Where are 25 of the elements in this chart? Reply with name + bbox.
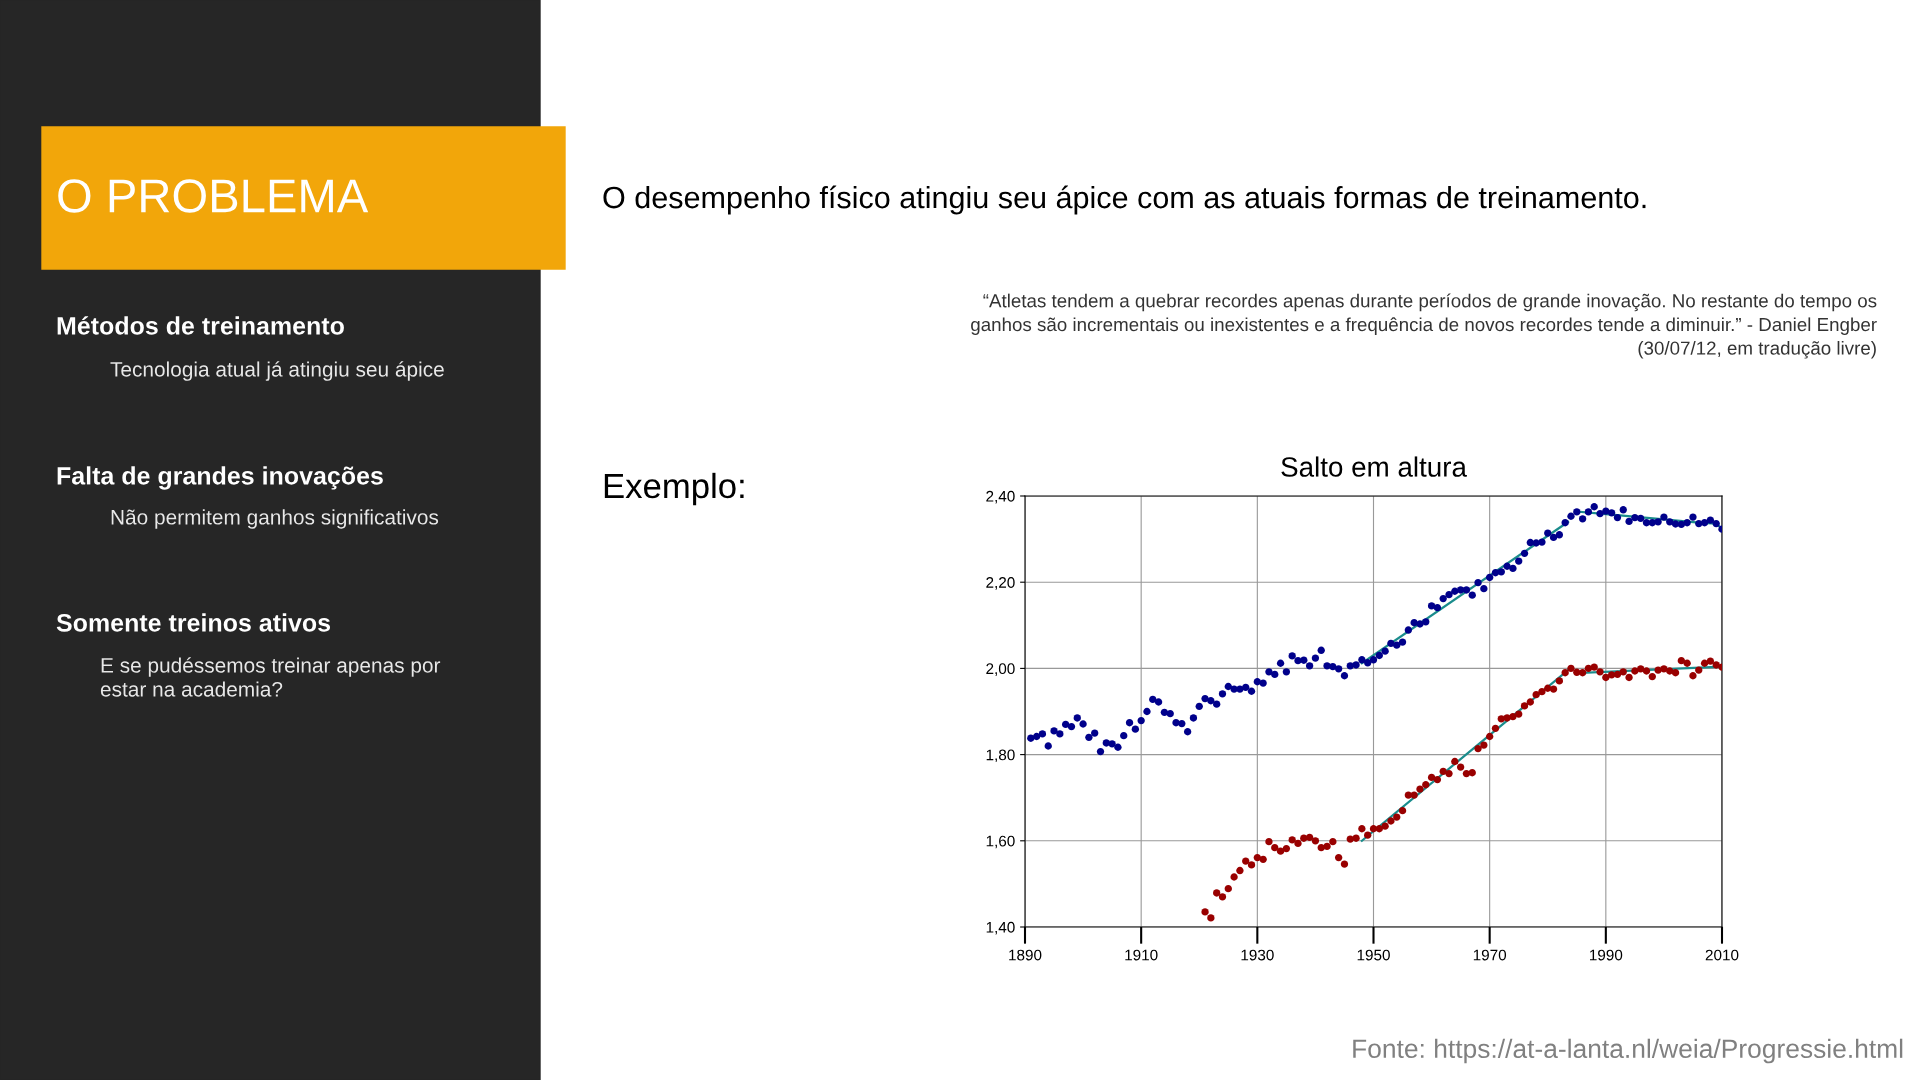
y-tick-label: 2,20 [986,577,1015,590]
chart-title: Salto em altura [1281,456,1467,477]
text: Falta de grandes inovações [57,466,383,490]
x-tick-label: 1910 [1125,949,1158,961]
text: O desempenho físico atingiu seu ápice com as atuais formas de treinamento. [603,185,1646,215]
text: Não permitem ganhos significativos [111,509,439,529]
text: E se pudéssemos treinar apenas por estar na academia? [100,657,441,697]
y-tick-label: 2,00 [986,663,1015,676]
x-tick-label: 1970 [1473,949,1507,961]
x-tick-label: 1950 [1357,949,1390,961]
text: “Atletas tendem a quebrar recordes apenas durante períodos de grande inovação. No restante do tempo os ganhos são incrementais ou inexistentes e a frequência de novos recordes tende a diminuir.” - Daniel Engber (30/07/12, em tradução livre) [971,293,1877,359]
y-tick-label: 1,40 [986,921,1015,935]
y-tick-label: 1,60 [986,835,1015,849]
text: Métodos de treinamento [57,316,344,335]
x-tick-label: 1990 [1590,949,1623,961]
x-tick-label: 1890 [1009,949,1042,961]
text: Somente treinos ativos [56,613,331,632]
text: Exemplo: [604,472,744,506]
x-tick-label: 1930 [1241,949,1274,961]
text: O PROBLEMA [58,179,369,213]
y-tick-label: 2,40 [986,490,1015,504]
x-tick-label: 2010 [1705,949,1739,961]
y-tick-label: 1,80 [986,749,1015,763]
source-note: Fonte: https://at-a-lanta.nl/weia/Progressie.html [1353,1038,1903,1064]
text: Tecnologia atual já atingiu seu ápice [110,361,444,381]
